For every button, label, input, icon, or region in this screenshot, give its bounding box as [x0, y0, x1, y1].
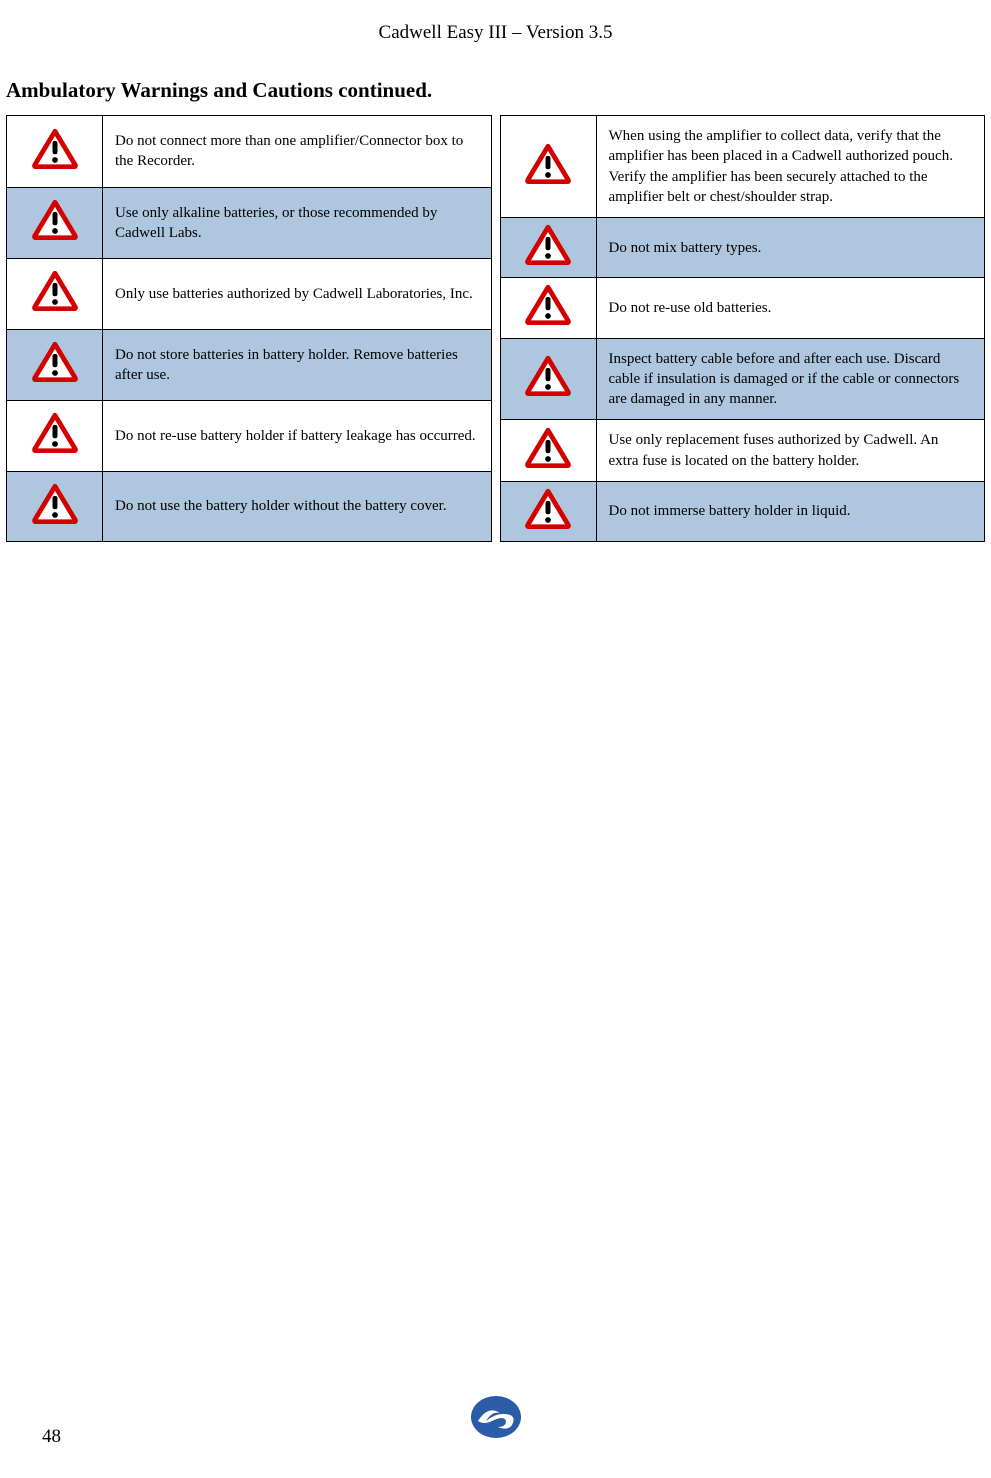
warning-text-cell: Use only alkaline batteries, or those re… [103, 187, 492, 259]
table-row: Do not use the battery holder without th… [7, 471, 492, 541]
table-row: When using the amplifier to collect data… [500, 116, 985, 218]
warning-icon-cell [500, 218, 596, 278]
brand-logo-icon [470, 1391, 522, 1448]
warning-icon [32, 483, 78, 524]
warning-icon-cell [7, 187, 103, 259]
table-row: Use only alkaline batteries, or those re… [7, 187, 492, 259]
warnings-table-right: When using the amplifier to collect data… [500, 115, 986, 542]
warning-icon-cell [7, 471, 103, 541]
warning-text-cell: Do not immerse battery holder in liquid. [596, 481, 985, 541]
warning-icon-cell [7, 259, 103, 329]
warning-text-cell: Do not connect more than one amplifier/C… [103, 116, 492, 188]
warning-icon [32, 341, 78, 382]
warning-text-cell: When using the amplifier to collect data… [596, 116, 985, 218]
warning-icon [32, 128, 78, 169]
header-title: Cadwell Easy III – Version 3.5 [379, 22, 613, 43]
warning-icon [525, 143, 571, 184]
warning-icon-cell [500, 278, 596, 338]
table-row: Do not connect more than one amplifier/C… [7, 116, 492, 188]
table-row: Do not re-use battery holder if battery … [7, 401, 492, 471]
warning-icon [32, 199, 78, 240]
warning-text-cell: Do not store batteries in battery holder… [103, 329, 492, 401]
warning-text-cell: Do not mix battery types. [596, 218, 985, 278]
warning-icon-cell [500, 116, 596, 218]
warning-icon [525, 355, 571, 396]
warning-icon [525, 488, 571, 529]
warning-text-cell: Use only replacement fuses authorized by… [596, 420, 985, 482]
warning-text-cell: Do not re-use battery holder if battery … [103, 401, 492, 471]
table-row: Inspect battery cable before and after e… [500, 338, 985, 420]
warning-icon-cell [500, 338, 596, 420]
warnings-tables-row: Do not connect more than one amplifier/C… [0, 115, 991, 542]
section-title: Ambulatory Warnings and Cautions continu… [6, 78, 991, 103]
table-row: Do not re-use old batteries. [500, 278, 985, 338]
table-row: Do not store batteries in battery holder… [7, 329, 492, 401]
warnings-table-left: Do not connect more than one amplifier/C… [6, 115, 492, 542]
table-row: Only use batteries authorized by Cadwell… [7, 259, 492, 329]
warning-icon [525, 284, 571, 325]
page-number: 48 [42, 1426, 61, 1448]
warning-text-cell: Do not re-use old batteries. [596, 278, 985, 338]
warning-icon [525, 427, 571, 468]
page-header: Cadwell Easy III – Version 3.5 [0, 0, 991, 54]
warning-icon-cell [7, 329, 103, 401]
warning-icon-cell [500, 420, 596, 482]
warning-icon [32, 412, 78, 453]
table-row: Use only replacement fuses authorized by… [500, 420, 985, 482]
page-footer: 48 [0, 1388, 991, 1448]
table-row: Do not mix battery types. [500, 218, 985, 278]
warning-icon-cell [500, 481, 596, 541]
warning-icon [32, 270, 78, 311]
warning-text-cell: Only use batteries authorized by Cadwell… [103, 259, 492, 329]
table-row: Do not immerse battery holder in liquid. [500, 481, 985, 541]
warning-icon [525, 224, 571, 265]
warning-text-cell: Do not use the battery holder without th… [103, 471, 492, 541]
warning-icon-cell [7, 116, 103, 188]
warning-text-cell: Inspect battery cable before and after e… [596, 338, 985, 420]
warning-icon-cell [7, 401, 103, 471]
